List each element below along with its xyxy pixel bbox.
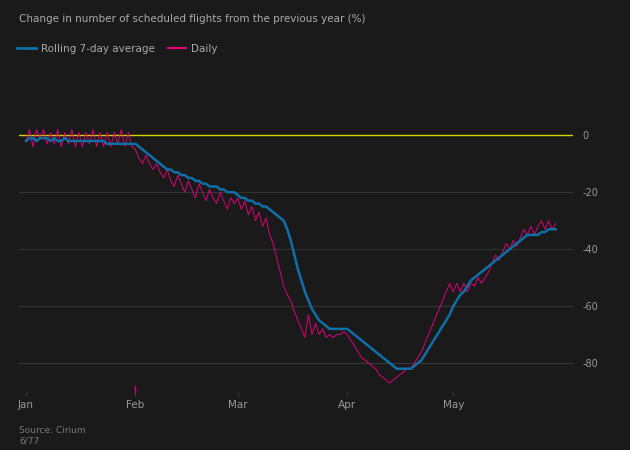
Text: Change in number of scheduled flights from the previous year (%): Change in number of scheduled flights fr…: [19, 14, 365, 23]
Text: Source: Cirium
6/77: Source: Cirium 6/77: [19, 426, 86, 446]
Legend: Rolling 7-day average, Daily: Rolling 7-day average, Daily: [13, 40, 222, 58]
